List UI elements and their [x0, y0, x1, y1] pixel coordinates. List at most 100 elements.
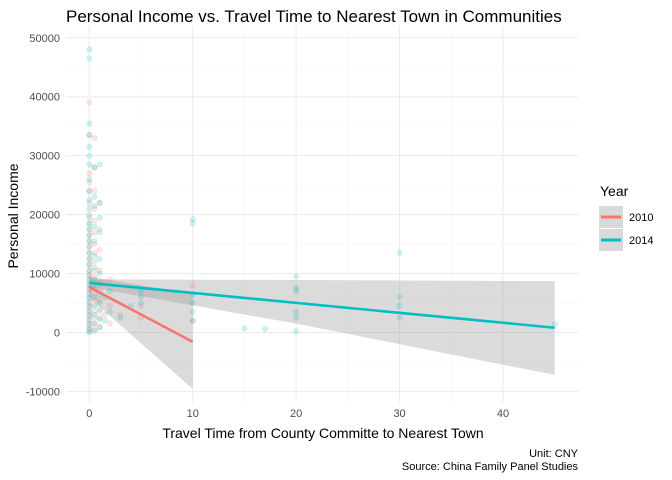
data-point-2010 [96, 323, 103, 330]
data-point-2014 [91, 303, 98, 309]
data-point-2014 [86, 317, 93, 324]
data-point-2014 [138, 300, 144, 306]
data-point-2014 [293, 308, 300, 315]
data-point-2014 [96, 308, 103, 315]
data-point-2010 [91, 135, 98, 141]
data-point-2014 [91, 294, 98, 300]
data-point-2014 [293, 288, 300, 295]
y-tick-label: 30000 [29, 151, 60, 163]
data-point-2010 [86, 328, 93, 335]
legend-item-2014: 2014 [599, 229, 653, 251]
data-point-2014 [86, 205, 93, 212]
data-point-2014 [91, 194, 98, 200]
data-point-2010 [138, 303, 144, 309]
data-point-2014 [96, 324, 103, 331]
data-point-2014 [86, 176, 93, 183]
data-point-2010 [86, 220, 93, 227]
data-point-2010 [86, 199, 93, 206]
data-point-2010 [96, 297, 103, 303]
data-point-2014 [293, 314, 300, 321]
data-point-2014 [86, 243, 93, 250]
data-point-2010 [86, 303, 93, 309]
data-point-2010 [91, 258, 98, 265]
data-point-2014 [117, 314, 124, 321]
data-point-2014 [86, 143, 93, 150]
confidence-ribbon-2010 [89, 276, 193, 390]
data-point-2010 [91, 164, 98, 171]
data-point-2014 [189, 308, 196, 315]
y-tick-label: 50000 [29, 33, 60, 45]
data-point-2014 [86, 300, 93, 306]
data-point-2014 [91, 164, 98, 171]
data-point-2014 [86, 120, 93, 127]
y-tick-label: 40000 [29, 92, 60, 104]
data-point-2010 [86, 320, 93, 327]
data-point-2014 [86, 226, 93, 233]
data-point-2010 [91, 229, 98, 236]
y-tick-label: 20000 [29, 210, 60, 222]
data-point-2014 [91, 320, 98, 327]
data-point-2014 [86, 272, 93, 279]
data-point-2014 [101, 317, 108, 324]
data-point-2014 [96, 270, 103, 277]
data-point-2014 [86, 188, 93, 194]
confidence-ribbon-2014 [89, 279, 555, 375]
data-point-2010 [189, 317, 196, 324]
data-point-2010 [91, 241, 98, 247]
data-point-2010 [91, 297, 98, 303]
data-point-2010 [96, 247, 103, 253]
data-point-2010 [189, 282, 196, 289]
data-point-2010 [86, 249, 93, 256]
fit-line-2010 [88, 285, 194, 344]
data-point-2014 [293, 273, 300, 280]
data-point-2014 [86, 152, 93, 159]
data-point-2014 [293, 285, 300, 292]
data-point-2014 [86, 214, 93, 221]
fit-lines [88, 281, 555, 344]
data-point-2010 [86, 179, 93, 186]
fit-line-2014 [89, 281, 555, 330]
data-point-2014 [86, 46, 93, 53]
chart-title: Personal Income vs. Travel Time to Neare… [66, 7, 562, 26]
data-point-2014 [189, 300, 196, 306]
legend-label-2014: 2014 [629, 235, 653, 247]
data-point-2014 [262, 326, 269, 332]
data-point-2014 [96, 229, 103, 236]
data-point-2010 [96, 267, 103, 274]
data-point-2010 [96, 314, 103, 321]
x-tick-label: 30 [393, 408, 405, 420]
data-point-2010 [91, 217, 98, 224]
data-point-2014 [86, 255, 93, 262]
x-tick-label: 20 [290, 408, 302, 420]
data-point-2010 [117, 311, 124, 318]
data-point-2014 [86, 308, 93, 315]
data-point-2014 [91, 252, 98, 259]
data-point-2010 [91, 308, 98, 315]
data-point-2014 [396, 249, 403, 256]
data-point-2014 [107, 308, 113, 315]
data-point-2014 [91, 223, 98, 230]
data-point-2014 [86, 291, 93, 298]
data-point-2010 [86, 244, 93, 250]
data-point-2010 [91, 326, 98, 333]
data-point-2010 [91, 188, 98, 194]
data-point-2014 [96, 214, 103, 221]
data-point-2014 [91, 202, 98, 209]
data-point-2014 [86, 326, 93, 333]
data-points [86, 46, 558, 336]
data-point-2014 [91, 238, 98, 245]
data-point-2014 [86, 196, 93, 203]
caption-source: Source: China Family Panel Studies [402, 461, 579, 473]
data-point-2014 [96, 255, 103, 262]
data-point-2014 [189, 216, 196, 223]
data-point-2010 [86, 324, 93, 331]
data-point-2010 [86, 276, 93, 283]
y-tick-label: 0 [54, 327, 60, 339]
tick-labels: 0 10 20 30 40 -10000 0 10000 20000 30000 40000 5000… [26, 33, 509, 420]
data-point-2010 [91, 320, 98, 327]
data-point-2010 [96, 305, 103, 312]
data-point-2014 [91, 276, 98, 283]
data-point-2014 [551, 321, 558, 328]
data-point-2014 [96, 199, 103, 206]
